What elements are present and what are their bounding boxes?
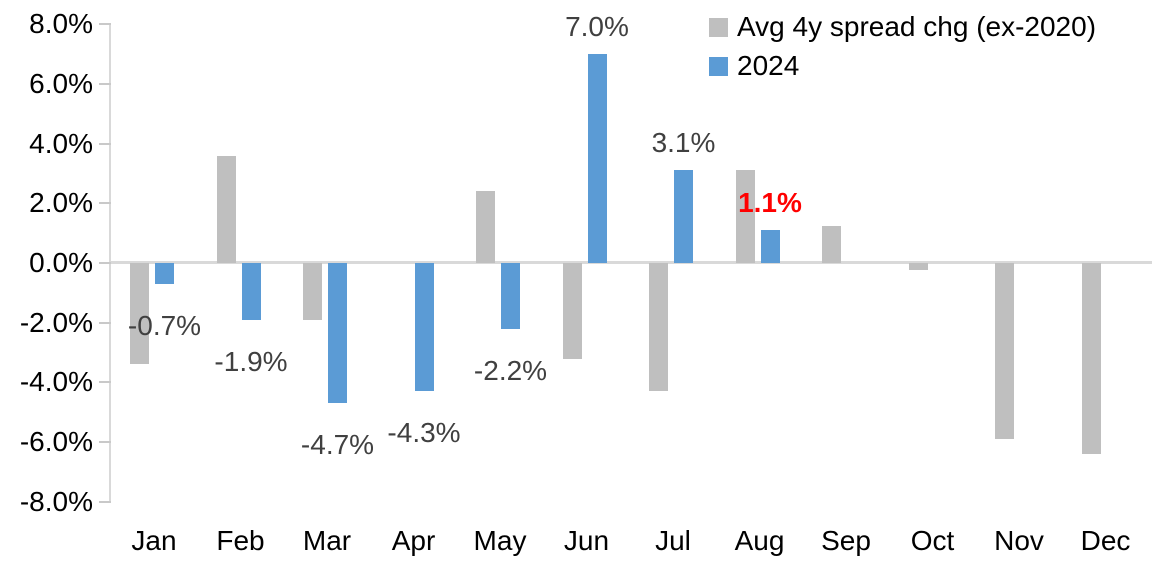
- bar-2024-apr: [414, 263, 434, 392]
- x-axis-label-nov: Nov: [994, 525, 1044, 556]
- data-label-may: -2.2%: [473, 354, 548, 386]
- bar-avg-spread-jun: [562, 263, 582, 359]
- data-label-jun: 7.0%: [565, 11, 629, 43]
- bar-avg-spread-feb: [216, 155, 236, 263]
- y-axis-tick-label: 2.0%: [29, 187, 93, 219]
- data-label-aug: 1.1%: [738, 187, 802, 219]
- y-tick-mark: [99, 202, 111, 205]
- bar-avg-spread-jul: [649, 263, 668, 392]
- y-tick-mark: [99, 381, 111, 384]
- bar-2024-mar: [328, 263, 347, 404]
- y-axis-tick-label: -8.0%: [19, 485, 93, 517]
- x-axis-label-aug: Aug: [734, 525, 785, 556]
- zero-gridline: [110, 261, 1152, 264]
- y-axis-tick-label: 6.0%: [29, 67, 93, 99]
- data-label-apr: -4.3%: [387, 417, 461, 449]
- y-axis-tick-label: -2.0%: [19, 306, 93, 338]
- bar-avg-spread-sep: [822, 225, 841, 263]
- y-tick-mark: [99, 441, 111, 444]
- legend-label-avg-spread: Avg 4y spread chg (ex-2020): [737, 11, 1097, 42]
- bar-2024-aug: [760, 230, 780, 263]
- y-tick-mark: [99, 23, 111, 26]
- data-label-jan: -0.7%: [127, 309, 202, 341]
- bar-2024-jul: [674, 170, 693, 263]
- y-tick-mark: [99, 262, 111, 264]
- legend: Avg 4y spread chg (ex-2020) 2024: [709, 13, 1096, 80]
- x-axis-label-sep: Sep: [821, 525, 871, 556]
- y-axis-tick-label: 4.0%: [29, 127, 93, 159]
- y-axis-tick-label: -4.0%: [19, 366, 93, 398]
- bar-avg-spread-may: [476, 191, 495, 263]
- x-axis-label-oct: Oct: [910, 525, 955, 556]
- y-axis-tick-label: 0.0%: [29, 247, 93, 278]
- bar-avg-spread-mar: [303, 263, 322, 320]
- x-axis-label-mar: Mar: [302, 525, 352, 556]
- legend-swatch-blue-icon: [709, 56, 728, 76]
- x-axis-label-feb: Feb: [216, 525, 265, 556]
- bar-2024-jan: [155, 263, 174, 284]
- x-axis-label-dec: Dec: [1080, 525, 1131, 556]
- y-tick-mark: [99, 500, 111, 503]
- bar-avg-spread-oct: [908, 263, 928, 271]
- bar-avg-spread-nov: [995, 263, 1014, 440]
- x-axis-label-jul: Jul: [655, 525, 691, 556]
- y-tick-mark: [99, 321, 111, 324]
- legend-item-2024: 2024: [709, 52, 1096, 80]
- bar-2024-may: [501, 263, 520, 329]
- data-label-feb: -1.9%: [214, 345, 288, 377]
- y-axis-tick-label: 8.0%: [29, 8, 93, 40]
- bar-2024-jun: [587, 54, 607, 263]
- bar-avg-spread-aug: [735, 170, 755, 263]
- legend-label-2024: 2024: [737, 50, 800, 81]
- bar-2024-feb: [241, 263, 261, 320]
- data-label-jul: 3.1%: [651, 127, 716, 159]
- y-tick-mark: [99, 82, 111, 85]
- legend-item-avg-spread: Avg 4y spread chg (ex-2020): [709, 13, 1096, 41]
- x-axis-label-may: May: [473, 525, 527, 556]
- y-axis-tick-label: -6.0%: [19, 426, 93, 458]
- y-tick-mark: [99, 142, 111, 145]
- bar-avg-spread-dec: [1081, 263, 1101, 455]
- x-axis-label-apr: Apr: [391, 525, 436, 556]
- legend-swatch-gray-icon: [709, 17, 728, 37]
- x-axis-label-jan: Jan: [131, 525, 177, 556]
- x-axis-label-jun: Jun: [563, 525, 610, 556]
- bar-avg-spread-jan: [130, 263, 149, 365]
- data-label-mar: -4.7%: [300, 429, 375, 461]
